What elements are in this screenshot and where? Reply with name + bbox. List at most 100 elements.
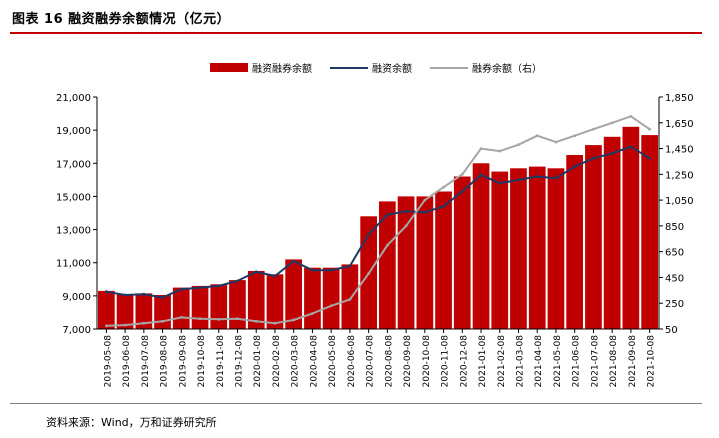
x-tick-label-11: 2020-03-08 — [291, 335, 301, 388]
bar-21 — [472, 163, 490, 329]
left-tick-label-6: 17,000 — [56, 159, 91, 170]
title-rule — [10, 32, 702, 34]
left-tick-label-4: 13,000 — [56, 226, 91, 237]
securities-balance-line-point-11 — [292, 318, 296, 322]
right-tick-label-7: 1,250 — [665, 170, 694, 181]
x-tick-label-30: 2021-10-08 — [647, 335, 657, 388]
right-tick-label-3: 450 — [665, 273, 684, 284]
x-tick-label-5: 2019-09-08 — [178, 335, 188, 388]
x-tick-label-26: 2021-06-08 — [572, 335, 582, 388]
x-tick-label-20: 2020-12-08 — [459, 335, 469, 388]
financing-balance-line-point-27 — [592, 156, 595, 160]
source-rule — [10, 403, 702, 404]
figure-title: 图表 16 融资融券余额情况（亿元） — [12, 12, 231, 27]
securities-balance-line-point-15 — [367, 272, 370, 275]
financing-balance-line-point-19 — [442, 205, 445, 208]
bar-3 — [135, 293, 153, 329]
x-tick-label-27: 2021-07-08 — [590, 335, 600, 388]
x-tick-label-22: 2021-02-08 — [497, 335, 507, 388]
securities-balance-line-point-26 — [573, 134, 577, 138]
x-tick-label-29: 2021-09-08 — [628, 335, 638, 388]
left-tick-label-2: 9,000 — [62, 292, 91, 303]
bar-13 — [322, 267, 340, 329]
bar-14 — [341, 264, 359, 329]
right-tick-label-2: 250 — [665, 299, 684, 310]
securities-balance-line-point-17 — [404, 224, 408, 228]
x-tick-label-3: 2019-07-08 — [141, 335, 151, 388]
financing-balance-line-point-13 — [329, 268, 333, 272]
bar-1 — [98, 290, 115, 329]
x-tick-label-25: 2021-05-08 — [553, 335, 563, 388]
bar-8 — [229, 280, 246, 329]
financing-balance-line-point-18 — [423, 210, 427, 214]
x-tick-label-4: 2019-08-08 — [160, 335, 170, 388]
securities-balance-line-point-27 — [592, 127, 595, 131]
financing-balance-line-point-24 — [535, 175, 539, 178]
financing-balance-line-point-7 — [217, 284, 221, 288]
x-tick-label-16: 2020-08-08 — [384, 335, 394, 388]
legend-label-total: 融资融券余额 — [252, 62, 312, 75]
financing-balance-line-point-11 — [292, 259, 296, 263]
securities-balance-line-point-22 — [498, 149, 502, 153]
x-tick-label-2: 2019-06-08 — [122, 335, 132, 388]
x-tick-label-8: 2019-12-08 — [235, 335, 245, 388]
securities-balance-line-point-24 — [535, 134, 539, 138]
left-tick-label-5: 15,000 — [56, 192, 91, 203]
financing-balance-line-point-4 — [161, 296, 165, 299]
right-tick-label-6: 1,050 — [665, 196, 694, 207]
securities-balance-line-point-18 — [423, 198, 427, 202]
financing-balance-line-point-22 — [498, 181, 502, 185]
securities-balance-line-point-3 — [142, 321, 146, 325]
financing-balance-line-point-26 — [573, 165, 577, 169]
securities-balance-line-point-14 — [348, 298, 352, 301]
financing-balance-line-point-28 — [610, 151, 614, 155]
securities-balance-line-point-25 — [554, 140, 558, 144]
bar-10 — [266, 274, 284, 329]
securities-balance-line-point-4 — [161, 319, 165, 323]
financing-balance-line-point-14 — [348, 264, 352, 268]
x-tick-label-24: 2021-04-08 — [534, 335, 544, 388]
right-tick-label-4: 650 — [665, 248, 684, 259]
securities-balance-line-point-20 — [460, 172, 464, 176]
financing-balance-line-point-12 — [311, 268, 314, 272]
bar-30 — [641, 135, 658, 329]
x-tick-label-15: 2020-07-08 — [366, 335, 376, 388]
securities-balance-line-point-13 — [329, 304, 333, 308]
securities-balance-line-point-21 — [479, 147, 483, 151]
x-tick-label-6: 2019-10-08 — [197, 335, 207, 388]
securities-balance-line-point-29 — [629, 114, 633, 118]
securities-balance-line-point-23 — [517, 143, 520, 147]
financing-balance-line — [106, 145, 651, 299]
bar-11 — [285, 259, 302, 329]
bar-27 — [585, 145, 602, 329]
source-note: 资料来源：Wind，万和证券研究所 — [46, 416, 217, 429]
securities-balance-line-point-2 — [123, 323, 127, 327]
bar-19 — [435, 191, 452, 329]
legend-swatch-total — [210, 63, 248, 72]
securities-balance-line-point-9 — [254, 319, 258, 323]
bar-12 — [304, 267, 321, 329]
financing-balance-line-point-8 — [236, 279, 239, 283]
financing-balance-line-point-15 — [367, 233, 370, 236]
bar-26 — [566, 155, 583, 329]
securities-balance-line-point-16 — [386, 243, 389, 247]
right-tick-label-10: 1,850 — [665, 93, 694, 104]
x-tick-label-9: 2020-01-08 — [253, 335, 263, 388]
bar-18 — [416, 196, 434, 329]
x-tick-label-23: 2021-03-08 — [516, 335, 526, 388]
financing-balance-line-point-16 — [386, 213, 389, 217]
securities-balance-line-point-28 — [610, 121, 614, 125]
financing-balance-line-point-20 — [460, 190, 464, 193]
financing-balance-line-point-9 — [254, 270, 258, 274]
legend-label-financing: 融资余额 — [372, 62, 412, 75]
securities-balance-line-point-8 — [236, 317, 239, 321]
left-tick-label-7: 19,000 — [56, 126, 91, 137]
bar-16 — [379, 201, 396, 329]
securities-balance-line-point-19 — [442, 185, 445, 189]
securities-balance-line-point-6 — [198, 317, 202, 321]
financing-balance-line-point-29 — [629, 145, 633, 149]
bar-24 — [528, 166, 546, 329]
legend-label-securities: 融券余额（右） — [472, 62, 542, 75]
x-tick-label-18: 2020-10-08 — [422, 335, 432, 388]
